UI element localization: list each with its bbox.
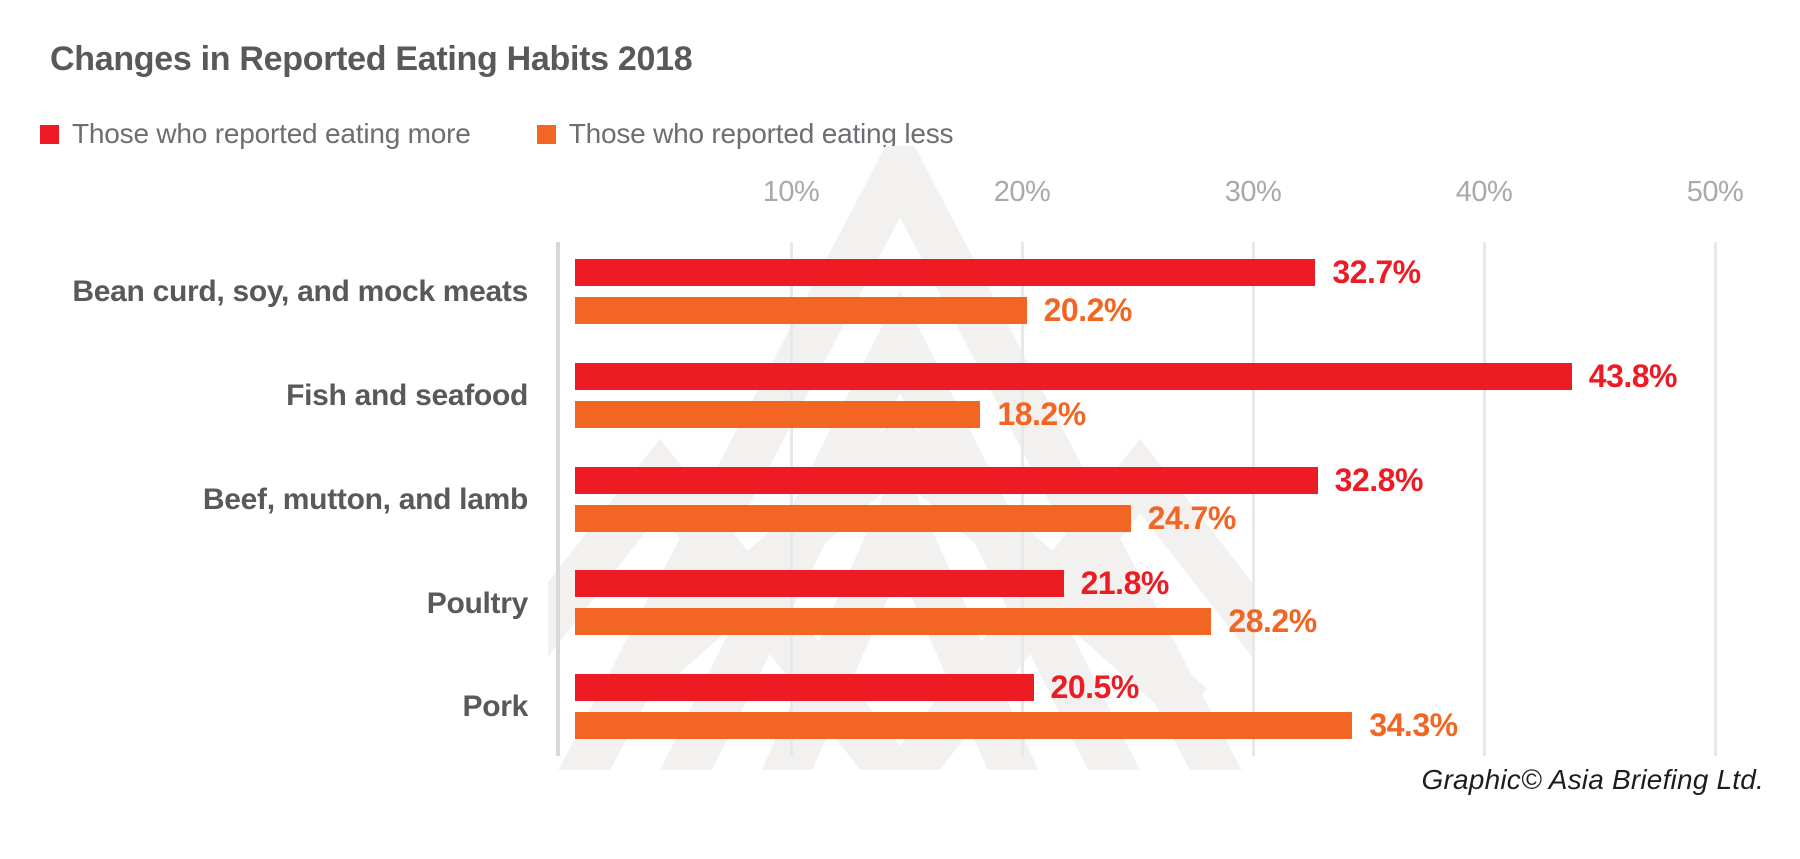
legend-swatch-more xyxy=(40,124,59,144)
legend: Those who reported eating more Those who… xyxy=(40,118,954,150)
legend-swatch-less xyxy=(536,124,556,144)
value-label: 20.5% xyxy=(1050,669,1140,706)
x-axis-tick-label: 10% xyxy=(762,176,820,208)
bar-eating-less xyxy=(575,297,1027,324)
bar-eating-less xyxy=(575,504,1131,532)
y-axis-line xyxy=(556,242,560,756)
bar-eating-more xyxy=(575,466,1318,494)
legend-label-less: Those who reported eating less xyxy=(568,118,954,149)
value-label: 43.8% xyxy=(1588,357,1678,394)
category-label: Bean curd, soy, and mock meats xyxy=(72,275,528,309)
category-label: Pork xyxy=(462,690,529,724)
legend-item-eating-less: Those who reported eating less xyxy=(536,118,954,150)
gridline xyxy=(1251,242,1255,756)
bar-eating-more xyxy=(575,362,1572,390)
value-label: 28.2% xyxy=(1228,603,1317,640)
category-label: Fish and seafood xyxy=(286,379,528,413)
bar-eating-less xyxy=(575,400,981,428)
value-label: 18.2% xyxy=(997,395,1086,432)
x-axis-tick-label: 50% xyxy=(1686,176,1744,208)
value-label: 32.7% xyxy=(1332,254,1421,290)
gridline xyxy=(1482,242,1486,756)
category-label: Poultry xyxy=(426,586,529,620)
credit-text: Graphic© Asia Briefing Ltd. xyxy=(1421,764,1764,795)
bar-eating-more xyxy=(575,259,1316,286)
bar-eating-more xyxy=(575,570,1064,598)
legend-label-more: Those who reported eating more xyxy=(72,118,471,149)
value-label: 21.8% xyxy=(1080,565,1170,602)
chart-title: Changes in Reported Eating Habits 2018 xyxy=(50,40,693,78)
bar-eating-less xyxy=(575,712,1353,740)
bar-eating-more xyxy=(575,674,1034,702)
x-axis-tick-label: 20% xyxy=(993,176,1051,208)
value-label: 24.7% xyxy=(1147,499,1237,536)
gridline xyxy=(1713,242,1717,756)
x-axis-tick-label: 30% xyxy=(1224,176,1282,208)
x-axis-tick-label: 40% xyxy=(1455,176,1513,208)
value-label: 20.2% xyxy=(1043,292,1133,328)
value-label: 32.8% xyxy=(1334,461,1424,498)
value-label: 34.3% xyxy=(1369,707,1458,744)
gridline xyxy=(1020,242,1024,756)
bar-eating-less xyxy=(575,608,1212,636)
category-label: Beef, mutton, and lamb xyxy=(202,482,528,516)
gridline xyxy=(789,242,793,756)
legend-item-eating-more: Those who reported eating more xyxy=(40,118,471,150)
